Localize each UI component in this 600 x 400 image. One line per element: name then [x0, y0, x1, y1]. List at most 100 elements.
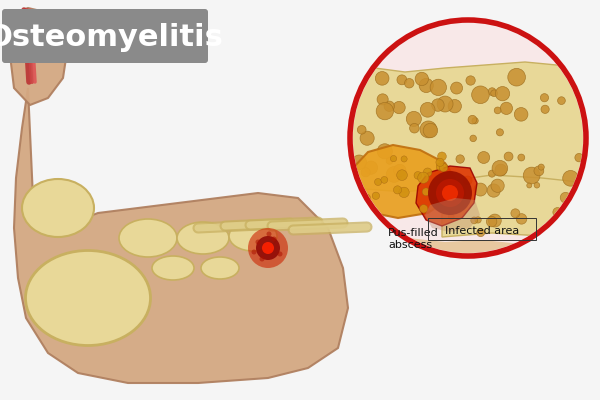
Circle shape: [508, 68, 526, 86]
Circle shape: [541, 94, 548, 102]
Circle shape: [448, 214, 454, 220]
Circle shape: [451, 82, 463, 94]
Circle shape: [364, 161, 377, 174]
Circle shape: [557, 212, 566, 222]
Circle shape: [472, 118, 478, 124]
Text: Infected area: Infected area: [445, 226, 519, 236]
Circle shape: [419, 78, 433, 92]
Circle shape: [361, 168, 370, 177]
Circle shape: [487, 216, 497, 227]
Circle shape: [516, 214, 527, 224]
Circle shape: [575, 154, 583, 162]
Circle shape: [456, 155, 464, 163]
Circle shape: [386, 167, 402, 182]
Circle shape: [492, 160, 508, 176]
Circle shape: [431, 99, 444, 111]
Circle shape: [488, 170, 496, 177]
Circle shape: [414, 172, 422, 179]
Circle shape: [381, 176, 388, 183]
Circle shape: [441, 172, 448, 179]
Polygon shape: [352, 238, 588, 400]
Circle shape: [415, 72, 428, 86]
Ellipse shape: [152, 256, 194, 280]
Circle shape: [410, 124, 419, 133]
Ellipse shape: [119, 219, 177, 257]
Circle shape: [260, 256, 265, 262]
Circle shape: [496, 86, 509, 101]
Circle shape: [353, 23, 583, 253]
Circle shape: [439, 164, 448, 172]
Circle shape: [494, 107, 501, 114]
Circle shape: [266, 232, 271, 236]
Polygon shape: [14, 88, 348, 383]
Circle shape: [360, 131, 374, 145]
Circle shape: [350, 20, 586, 256]
Circle shape: [563, 170, 578, 186]
Circle shape: [256, 240, 260, 244]
Circle shape: [376, 102, 394, 120]
Circle shape: [504, 152, 513, 161]
Circle shape: [472, 86, 489, 104]
Circle shape: [399, 187, 409, 198]
Circle shape: [518, 154, 525, 161]
Circle shape: [468, 115, 477, 124]
Circle shape: [463, 176, 472, 185]
Circle shape: [477, 229, 485, 237]
Circle shape: [487, 184, 500, 197]
Circle shape: [434, 169, 449, 184]
Circle shape: [448, 100, 461, 113]
Circle shape: [534, 166, 544, 176]
Circle shape: [251, 250, 257, 254]
Ellipse shape: [177, 222, 229, 254]
Circle shape: [386, 157, 393, 164]
Circle shape: [363, 194, 370, 202]
Circle shape: [256, 236, 280, 260]
Circle shape: [511, 209, 520, 218]
Polygon shape: [8, 8, 68, 105]
Circle shape: [428, 171, 472, 215]
Circle shape: [422, 188, 430, 196]
Circle shape: [401, 156, 407, 162]
Circle shape: [384, 101, 394, 112]
Text: Osteomyelitis: Osteomyelitis: [0, 24, 223, 52]
Circle shape: [488, 214, 501, 227]
Circle shape: [453, 186, 466, 200]
Circle shape: [538, 164, 544, 170]
Circle shape: [431, 170, 448, 188]
Circle shape: [470, 135, 476, 142]
Circle shape: [404, 78, 414, 88]
Ellipse shape: [201, 257, 239, 279]
Circle shape: [352, 155, 367, 170]
Polygon shape: [425, 198, 480, 232]
Circle shape: [474, 183, 487, 196]
Circle shape: [262, 242, 274, 254]
Text: Pus-filled
abscess: Pus-filled abscess: [388, 228, 439, 250]
Circle shape: [372, 192, 380, 200]
Circle shape: [406, 111, 421, 126]
Ellipse shape: [229, 221, 277, 251]
Circle shape: [277, 252, 283, 256]
Circle shape: [496, 129, 503, 136]
Ellipse shape: [22, 179, 94, 237]
Bar: [428, 218, 536, 240]
Circle shape: [491, 90, 497, 97]
Circle shape: [562, 218, 572, 228]
Circle shape: [562, 210, 574, 222]
Circle shape: [419, 205, 428, 213]
Circle shape: [541, 105, 549, 114]
Polygon shape: [442, 175, 588, 242]
Circle shape: [527, 183, 532, 188]
Circle shape: [418, 172, 429, 183]
Circle shape: [391, 156, 397, 162]
Circle shape: [393, 102, 405, 114]
Circle shape: [397, 75, 407, 85]
Circle shape: [424, 168, 432, 176]
Circle shape: [523, 167, 540, 184]
Circle shape: [568, 225, 581, 238]
Circle shape: [514, 108, 528, 121]
Polygon shape: [416, 166, 477, 226]
Circle shape: [553, 208, 562, 217]
Circle shape: [271, 236, 277, 242]
Circle shape: [436, 163, 444, 170]
Circle shape: [376, 72, 389, 85]
